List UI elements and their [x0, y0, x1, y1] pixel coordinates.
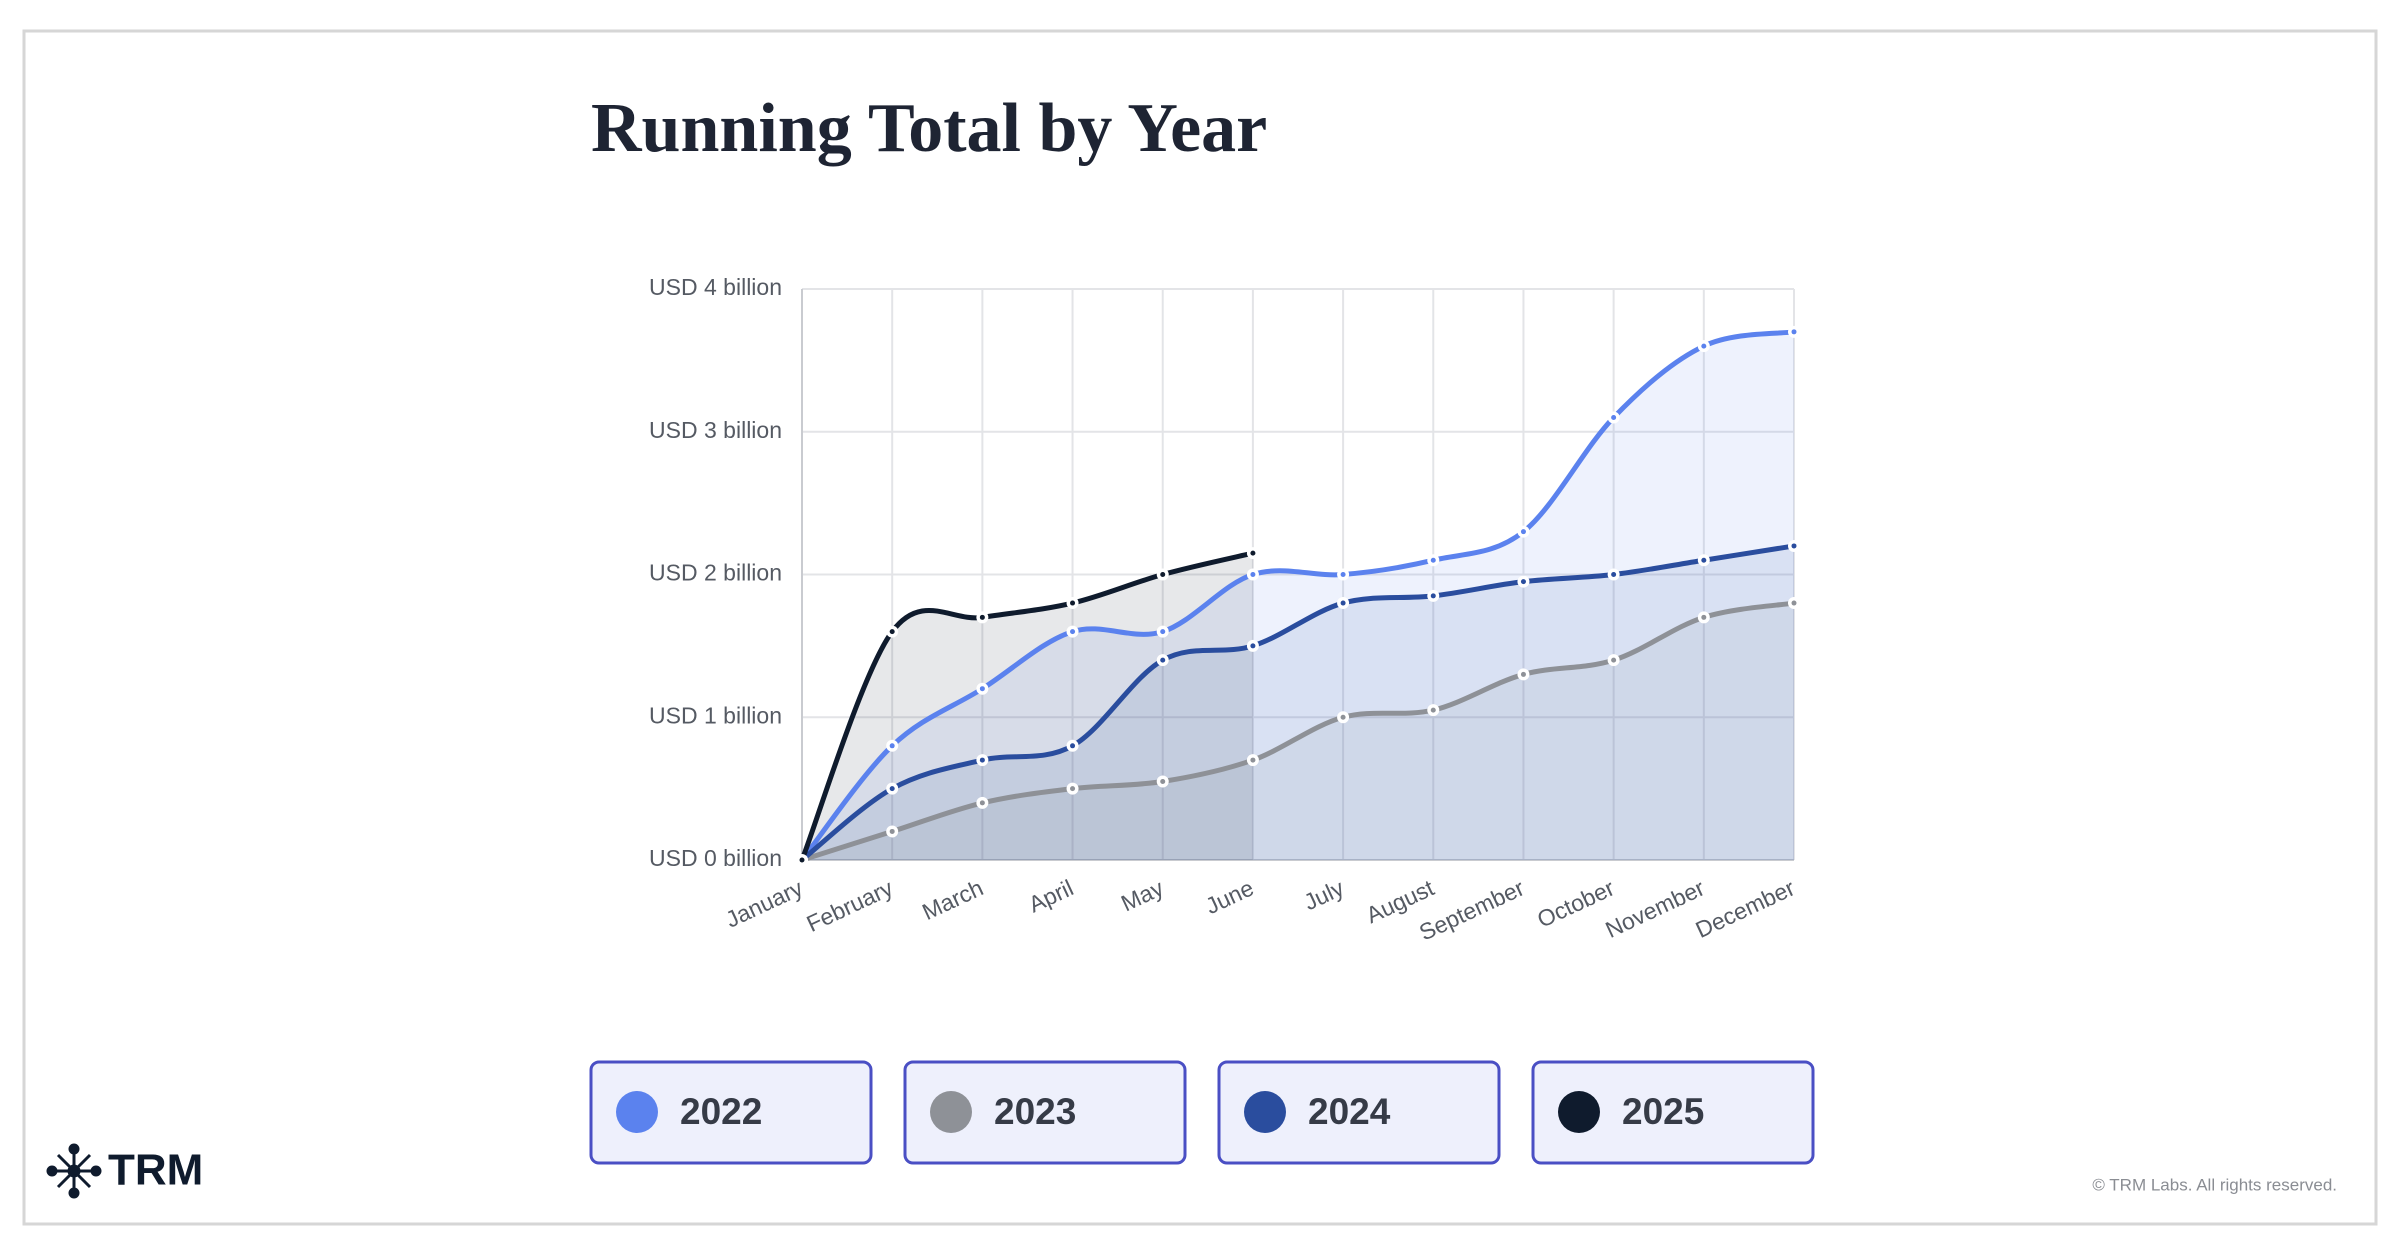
legend-swatch: [1558, 1091, 1600, 1133]
point-center: [1611, 657, 1617, 663]
point-center: [889, 828, 895, 834]
legend-box: [903, 1060, 1187, 1165]
y-tick-label: USD 3 billion: [649, 417, 782, 443]
legend-swatch: [616, 1091, 658, 1133]
line: [801, 600, 1795, 863]
legend-item: 2022: [589, 1060, 873, 1165]
logo-text: TRM: [108, 1146, 203, 1195]
point-center: [1701, 557, 1707, 563]
point-center: [1701, 614, 1707, 620]
point-center: [1250, 757, 1256, 763]
point-center: [1160, 572, 1166, 577]
point-center: [799, 857, 805, 863]
legend-box: [1217, 1060, 1501, 1165]
point-center: [1520, 579, 1526, 585]
legend-item: 2025: [1531, 1060, 1815, 1165]
area: [802, 331, 1794, 860]
point-center: [1250, 550, 1256, 556]
legend-item: 2023: [903, 1060, 1187, 1165]
legend-label: 2025: [1622, 1091, 1704, 1132]
point-center: [979, 614, 985, 620]
point-center: [979, 757, 985, 763]
point-center: [1611, 414, 1617, 420]
point-center: [1791, 600, 1797, 606]
point-center: [1070, 743, 1076, 749]
y-tick-label: USD 2 billion: [649, 560, 782, 586]
point-center: [1520, 529, 1526, 535]
point-center: [1070, 600, 1076, 606]
point-center: [1701, 343, 1707, 349]
point-center: [1250, 572, 1256, 577]
legend-label: 2023: [994, 1091, 1076, 1132]
y-tick-label: USD 0 billion: [649, 845, 782, 871]
legend-label: 2024: [1308, 1091, 1391, 1132]
point-center: [1791, 543, 1797, 549]
legend-box: [589, 1060, 873, 1165]
point-center: [889, 786, 895, 792]
point-center: [1430, 593, 1436, 599]
point-center: [1340, 714, 1346, 720]
legend-swatch: [1244, 1091, 1286, 1133]
point-center: [1430, 707, 1436, 713]
point-center: [1340, 600, 1346, 606]
point-center: [1070, 786, 1076, 792]
chart-title: Running Total by Year: [591, 90, 1267, 167]
footer: © TRM Labs. All rights reserved.: [2092, 1175, 2337, 1194]
point-center: [1160, 778, 1166, 784]
area: [802, 545, 1794, 860]
point-center: [1250, 643, 1256, 649]
point-center: [889, 629, 895, 635]
point-center: [1070, 629, 1076, 635]
point-center: [1791, 329, 1797, 335]
point-center: [889, 743, 895, 749]
point-center: [1160, 657, 1166, 663]
point-center: [979, 800, 985, 806]
y-tick-label: USD 4 billion: [649, 274, 782, 300]
area: [802, 603, 1794, 860]
point-center: [1611, 572, 1617, 577]
point-center: [1340, 572, 1346, 577]
legend-box: [1531, 1060, 1815, 1165]
frame: [22, 29, 2378, 1226]
point-center: [1520, 671, 1526, 677]
legend-swatch: [930, 1091, 972, 1133]
point-center: [979, 686, 985, 692]
point-center: [1160, 629, 1166, 635]
point-center: [1430, 557, 1436, 563]
legend-label: 2022: [680, 1091, 762, 1132]
logo-icon: [46, 1143, 102, 1199]
y-tick-label: USD 1 billion: [649, 702, 782, 728]
legend-item: 2024: [1217, 1060, 1501, 1165]
